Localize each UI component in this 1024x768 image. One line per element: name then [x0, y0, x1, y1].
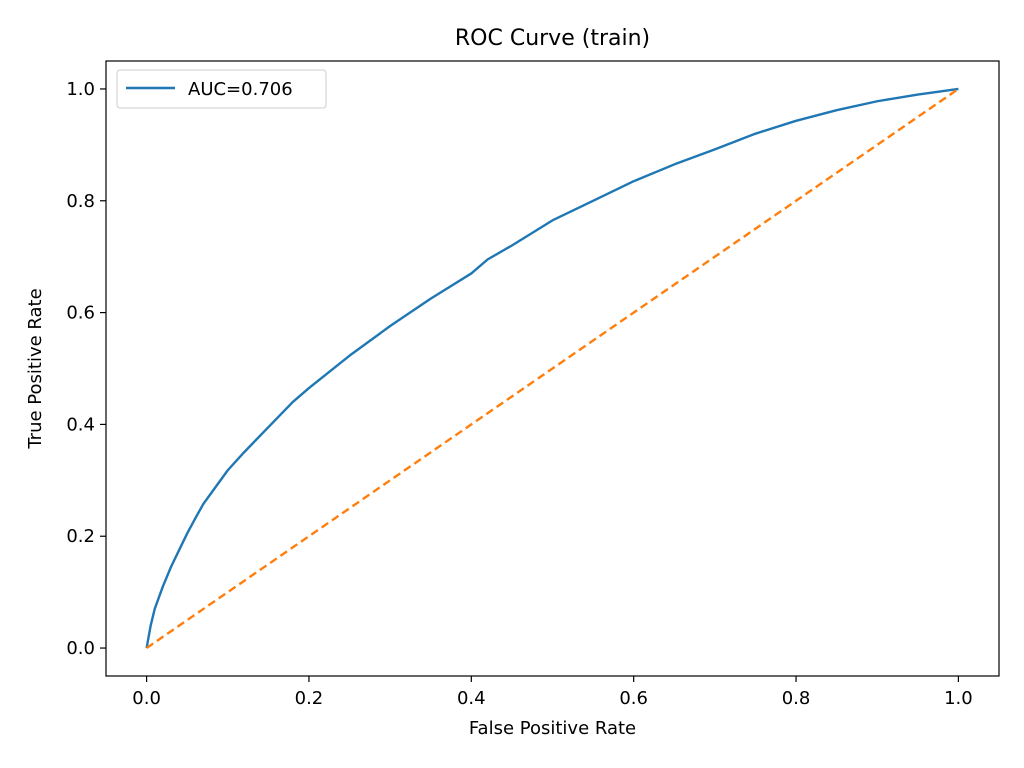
- y-tick-label: 0.4: [66, 414, 95, 435]
- x-tick-label: 0.8: [782, 688, 811, 709]
- y-tick-label: 0.0: [66, 638, 95, 659]
- x-axis-ticks: 0.0 0.2 0.4 0.6 0.8 1.0: [132, 676, 973, 709]
- legend: AUC=0.706: [116, 69, 327, 109]
- x-tick-label: 0.0: [132, 688, 161, 709]
- x-tick-label: 0.4: [457, 688, 486, 709]
- x-tick-label: 1.0: [944, 688, 973, 709]
- y-tick-label: 1.0: [66, 79, 95, 100]
- series-layer: [145, 87, 960, 650]
- y-axis-ticks: 0.0 0.2 0.4 0.6 0.8 1.0: [66, 79, 106, 659]
- legend-box: [116, 69, 327, 109]
- legend-label: AUC=0.706: [188, 79, 293, 100]
- y-tick-label: 0.2: [66, 526, 95, 547]
- chart-title: ROC Curve (train): [455, 26, 650, 51]
- roc-curve-line: [145, 87, 959, 649]
- plot-frame: [105, 60, 1000, 677]
- x-tick-label: 0.6: [619, 688, 648, 709]
- x-tick-label: 0.2: [295, 688, 324, 709]
- plot-area: [105, 60, 1000, 677]
- y-axis-title: True Positive Rate: [25, 288, 46, 449]
- x-axis-title: False Positive Rate: [469, 718, 636, 739]
- reference-diagonal-line: [145, 87, 960, 650]
- y-tick-label: 0.8: [66, 191, 95, 212]
- y-tick-label: 0.6: [66, 303, 95, 324]
